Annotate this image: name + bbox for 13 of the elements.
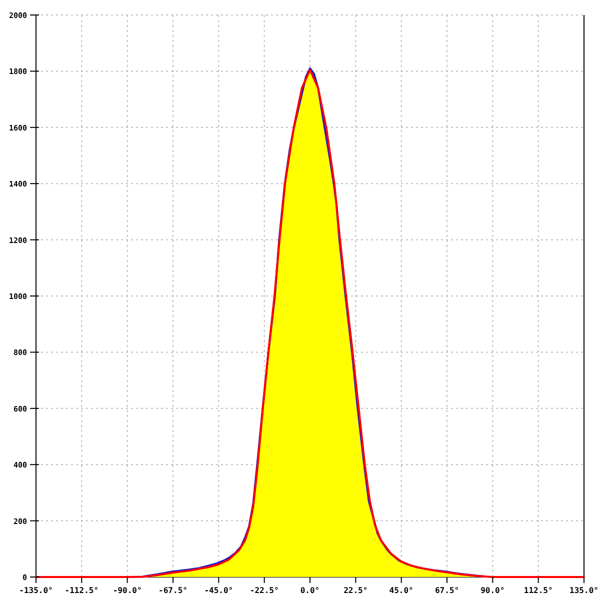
x-tick-label: -22.5° bbox=[250, 586, 279, 595]
x-tick-label: 0.0° bbox=[300, 586, 320, 595]
x-tick-label: 67.5° bbox=[434, 586, 460, 595]
x-tick-label: -135.0° bbox=[19, 586, 53, 595]
x-tick-label: 112.5° bbox=[524, 586, 553, 595]
x-tick-label: -45.0° bbox=[204, 586, 234, 595]
x-tick-label: -90.0° bbox=[112, 586, 142, 595]
x-tick-label: 135.0° bbox=[570, 586, 598, 595]
x-tick-label: -112.5° bbox=[64, 586, 99, 595]
x-tick-label: 22.5° bbox=[344, 586, 368, 595]
x-tick-label: 45.0° bbox=[389, 586, 414, 595]
x-tick-label: 90.0° bbox=[480, 586, 505, 595]
x-tick-label: -67.5° bbox=[158, 586, 188, 595]
